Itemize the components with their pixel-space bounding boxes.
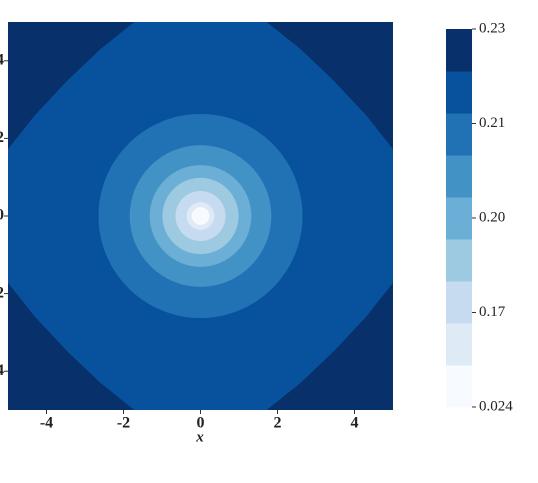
y-tick-label: -2 <box>0 284 4 301</box>
colorbar-level <box>446 239 472 282</box>
colorbar-tick-label: 0.024 <box>479 398 513 414</box>
contour-region <box>8 22 135 150</box>
colorbar-level <box>446 29 472 72</box>
y-tick-label: -4 <box>0 362 4 379</box>
colorbar-tick-label: 0.17 <box>479 304 506 320</box>
colorbar-level <box>446 113 472 156</box>
colorbar-tick-label: 0.23 <box>479 20 505 36</box>
colorbar-tick-label: 0.20 <box>479 209 505 225</box>
y-tick-label: 0 <box>0 207 4 224</box>
y-tick-label: 2 <box>0 129 4 146</box>
x-tick-label: 2 <box>274 415 282 432</box>
contour-region <box>266 22 393 150</box>
contour-ring <box>191 207 210 225</box>
x-tick-label: -2 <box>117 415 130 432</box>
contour-region <box>8 282 135 410</box>
plot-area <box>8 22 393 410</box>
colorbar-tick-label: 0.21 <box>479 115 505 131</box>
x-axis-label: x <box>195 429 204 445</box>
x-tick-label: 0 <box>197 415 205 432</box>
colorbar-level <box>446 197 472 240</box>
colorbar-level <box>446 155 472 198</box>
y-tick-label: 4 <box>0 51 4 68</box>
x-tick-label: 4 <box>351 415 359 432</box>
colorbar-level <box>446 323 472 366</box>
x-tick-label: -4 <box>40 415 53 432</box>
contour-region <box>266 282 393 410</box>
colorbar-level <box>446 281 472 324</box>
colorbar-level <box>446 71 472 114</box>
colorbar-level <box>446 365 472 408</box>
